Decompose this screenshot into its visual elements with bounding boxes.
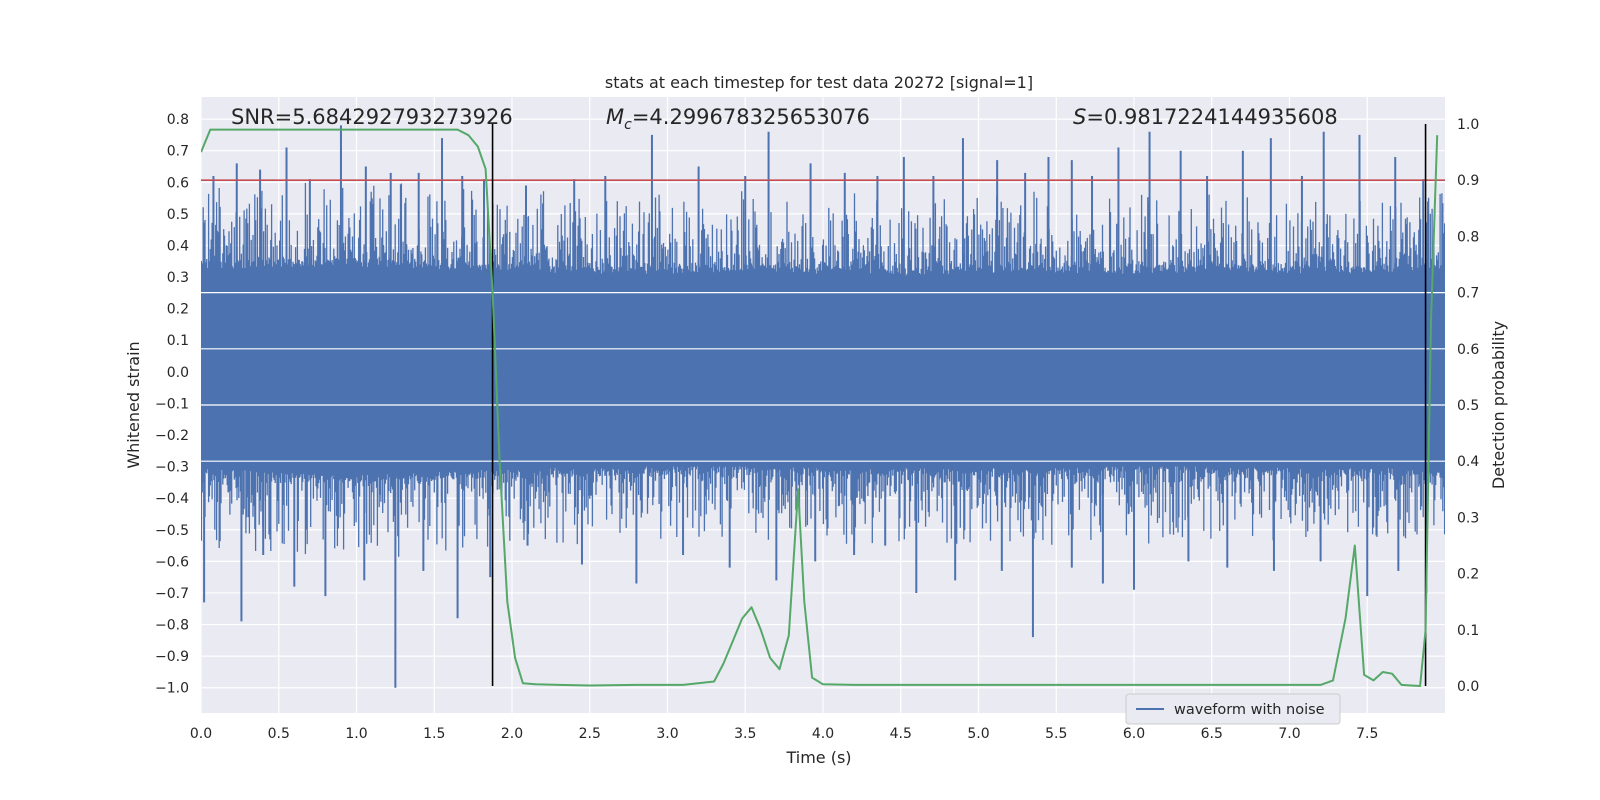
snr-value: =5.684292793273926 xyxy=(275,105,513,129)
x-tick-label: 3.0 xyxy=(656,726,678,742)
x-tick-label: 4.0 xyxy=(812,726,834,742)
y-left-tick-label: −0.7 xyxy=(155,586,189,602)
y-left-tick-label: 0.0 xyxy=(167,365,189,381)
y-left-tick-label: −0.3 xyxy=(155,460,189,476)
x-tick-label: 5.0 xyxy=(967,726,989,742)
y-left-tick-label: 0.1 xyxy=(167,333,189,349)
y-right-tick-label: 0.5 xyxy=(1457,398,1479,414)
y-right-axis-label: Detection probability xyxy=(1489,321,1508,489)
x-tick-label: 2.0 xyxy=(501,726,523,742)
x-tick-label: 2.5 xyxy=(579,726,601,742)
strain-series xyxy=(201,125,1445,688)
y-left-tick-label: 0.3 xyxy=(167,270,189,286)
snr-annotation: SNR=5.684292793273926 xyxy=(231,105,513,129)
y-left-axis-label: Whitened strain xyxy=(124,341,143,468)
s-label: S xyxy=(1073,105,1086,129)
y-right-tick-label: 0.7 xyxy=(1457,286,1479,302)
mc-label: M xyxy=(606,105,624,129)
mc-value: =4.299678325653076 xyxy=(632,105,870,129)
x-tick-label: 4.5 xyxy=(890,726,912,742)
y-right-tick-label: 1.0 xyxy=(1457,117,1479,133)
x-tick-label: 6.0 xyxy=(1123,726,1145,742)
y-right-tick-label: 0.0 xyxy=(1457,679,1479,695)
score-annotation: S=0.9817224144935608 xyxy=(1073,105,1338,129)
legend-entry-waveform: waveform with noise xyxy=(1174,702,1325,718)
mc-subscript: c xyxy=(624,117,632,133)
y-left-tick-label: −0.8 xyxy=(155,618,189,634)
y-left-tick-label: −0.6 xyxy=(155,554,189,570)
y-right-tick-label: 0.1 xyxy=(1457,623,1479,639)
y-left-tick-label: 0.5 xyxy=(167,207,189,223)
y-right-tick-label: 0.2 xyxy=(1457,567,1479,583)
y-right-tick-label: 0.6 xyxy=(1457,342,1479,358)
chirp-mass-annotation: Mc=4.299678325653076 xyxy=(606,105,870,133)
strain-core-band xyxy=(201,286,1445,467)
x-tick-label: 1.5 xyxy=(423,726,445,742)
y-left-tick-label: 0.7 xyxy=(167,144,189,160)
y-right-tick-label: 0.4 xyxy=(1457,454,1479,470)
y-left-tick-label: −0.9 xyxy=(155,649,189,665)
legend: waveform with noise xyxy=(1125,693,1341,725)
x-tick-label: 5.5 xyxy=(1045,726,1067,742)
y-right-tick-label: 0.9 xyxy=(1457,173,1479,189)
x-axis-label: Time (s) xyxy=(785,748,851,767)
y-left-tick-label: −1.0 xyxy=(155,681,189,697)
y-left-tick-label: −0.1 xyxy=(155,396,189,412)
y-left-tick-label: 0.8 xyxy=(167,112,189,128)
y-left-axis-ticks: 0.8 0.7 0.6 0.5 0.4 0.3 0.2 0.1 0.0 −0.1 −0.2 −0.3 −… xyxy=(155,112,189,697)
x-tick-label: 3.5 xyxy=(734,726,756,742)
y-left-tick-label: 0.6 xyxy=(167,175,189,191)
probability-series xyxy=(201,128,1439,687)
x-tick-label: 1.0 xyxy=(345,726,367,742)
y-left-tick-label: −0.2 xyxy=(155,428,189,444)
y-left-tick-label: −0.5 xyxy=(155,523,189,539)
y-left-tick-label: 0.4 xyxy=(167,238,189,254)
snr-label: SNR xyxy=(231,105,275,129)
y-left-tick-label: 0.2 xyxy=(167,302,189,318)
y-right-axis-ticks: 1.0 0.9 0.8 0.7 0.6 0.5 0.4 0.3 0.2 0.1 0.0 xyxy=(1457,117,1479,695)
x-tick-label: 7.5 xyxy=(1356,726,1378,742)
chart-title: stats at each timestep for test data 202… xyxy=(605,73,1033,92)
s-value: =0.9817224144935608 xyxy=(1086,105,1337,129)
x-tick-label: 7.0 xyxy=(1278,726,1300,742)
y-right-tick-label: 0.3 xyxy=(1457,510,1479,526)
y-right-tick-label: 0.8 xyxy=(1457,229,1479,245)
x-tick-label: 0.5 xyxy=(268,726,290,742)
x-tick-label: 0.0 xyxy=(190,726,212,742)
x-tick-label: 6.5 xyxy=(1201,726,1223,742)
y-left-tick-label: −0.4 xyxy=(155,491,189,507)
detection-probability-line xyxy=(201,128,1439,687)
legend-box xyxy=(1125,693,1341,725)
x-axis-ticks: 0.0 0.5 1.0 1.5 2.0 2.5 3.0 3.5 4.0 4.5 5.0 5.5 6.0 6… xyxy=(190,726,1379,742)
